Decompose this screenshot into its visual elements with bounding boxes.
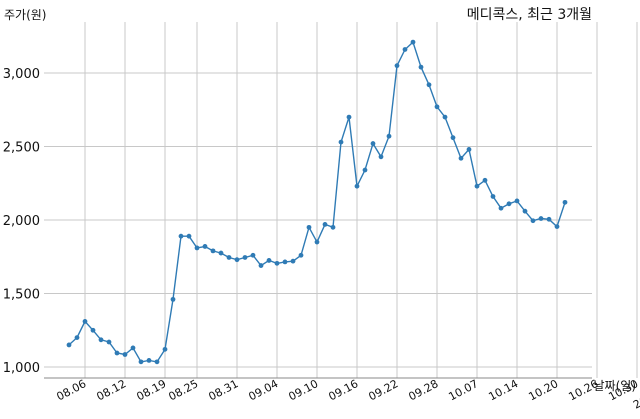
- data-point: [178, 233, 184, 239]
- data-point: [66, 342, 72, 348]
- data-point: [194, 245, 200, 251]
- data-point: [426, 82, 432, 88]
- data-point: [82, 319, 88, 324]
- data-point: [242, 255, 248, 260]
- data-point: [274, 260, 280, 266]
- data-point: [114, 350, 120, 356]
- data-point: [186, 233, 192, 239]
- data-point: [466, 147, 472, 152]
- data-point: [290, 258, 296, 264]
- data-point: [394, 63, 400, 69]
- y-tick-label: 1,000: [3, 361, 40, 376]
- x-tick-label: 09.22: [366, 377, 400, 403]
- data-point: [498, 205, 504, 211]
- x-tick-label: 09.16: [326, 377, 360, 403]
- data-point: [130, 345, 136, 351]
- data-point: [90, 327, 96, 333]
- data-point: [338, 139, 344, 145]
- data-point: [370, 141, 376, 146]
- data-point: [354, 183, 360, 189]
- data-point: [442, 114, 448, 120]
- data-point: [306, 224, 312, 230]
- x-tick-label: 08.06: [54, 377, 88, 403]
- data-point: [490, 194, 496, 199]
- data-point: [546, 216, 552, 222]
- chart-title: 메디콕스, 최근 3개월: [467, 7, 592, 23]
- data-point: [298, 252, 304, 258]
- x-tick-label: 09.28: [406, 377, 440, 403]
- data-point: [266, 258, 272, 263]
- y-tick-label: 3,000: [3, 67, 40, 82]
- data-point: [418, 64, 424, 70]
- data-point: [162, 346, 168, 352]
- grid-lines: [44, 22, 638, 378]
- data-point: [330, 224, 336, 230]
- data-point: [154, 359, 160, 365]
- x-tick-label: 10.14: [486, 377, 520, 403]
- x-tick-label: 09.10: [286, 377, 320, 403]
- data-point: [258, 263, 264, 268]
- data-point: [474, 183, 480, 189]
- data-point: [514, 198, 520, 204]
- data-point: [98, 337, 104, 343]
- data-point: [450, 135, 456, 141]
- x-tick-label: 08.12: [94, 377, 128, 403]
- x-tick-label: 10.07: [446, 377, 480, 403]
- data-point: [386, 133, 392, 139]
- data-point: [106, 339, 112, 345]
- data-point: [210, 248, 216, 254]
- data-point: [234, 257, 240, 263]
- data-point: [170, 296, 176, 302]
- x-tick-label: 08.19: [134, 377, 168, 403]
- data-point: [538, 216, 544, 221]
- y-tick-label: 1,500: [3, 288, 40, 303]
- data-point: [74, 335, 80, 340]
- data-point: [122, 352, 128, 357]
- x-tick-label: 08.25: [166, 377, 200, 403]
- y-tick-label: 2,500: [3, 141, 40, 156]
- x-tick-label: 08.31: [206, 377, 240, 403]
- x-tick-label: 09.04: [246, 377, 280, 403]
- data-point: [562, 199, 568, 205]
- x-axis-label: 날짜(일): [594, 379, 636, 393]
- data-point: [482, 177, 488, 183]
- data-point: [314, 239, 320, 245]
- data-point: [554, 224, 560, 230]
- data-point: [146, 357, 152, 363]
- data-point: [434, 104, 440, 110]
- y-tick-labels: 1,000 1,500 2,000 2,500 3,000: [3, 67, 40, 376]
- data-point: [218, 250, 224, 256]
- y-tick-label: 2,000: [3, 214, 40, 229]
- data-point: [346, 114, 352, 120]
- data-point: [522, 208, 528, 214]
- series-points: [66, 39, 568, 365]
- data-point: [378, 154, 384, 160]
- x-tick-label: 10.20: [526, 377, 560, 403]
- data-point: [402, 47, 408, 52]
- data-point: [250, 252, 256, 258]
- data-point: [322, 222, 328, 227]
- data-point: [410, 39, 416, 45]
- data-point: [226, 255, 232, 260]
- data-point: [138, 359, 144, 365]
- data-point: [362, 167, 368, 173]
- data-point: [530, 218, 536, 224]
- y-axis-label: 주가(원): [4, 8, 46, 22]
- data-point: [506, 201, 512, 207]
- data-point: [458, 155, 464, 161]
- data-point: [282, 259, 288, 265]
- data-point: [202, 244, 208, 249]
